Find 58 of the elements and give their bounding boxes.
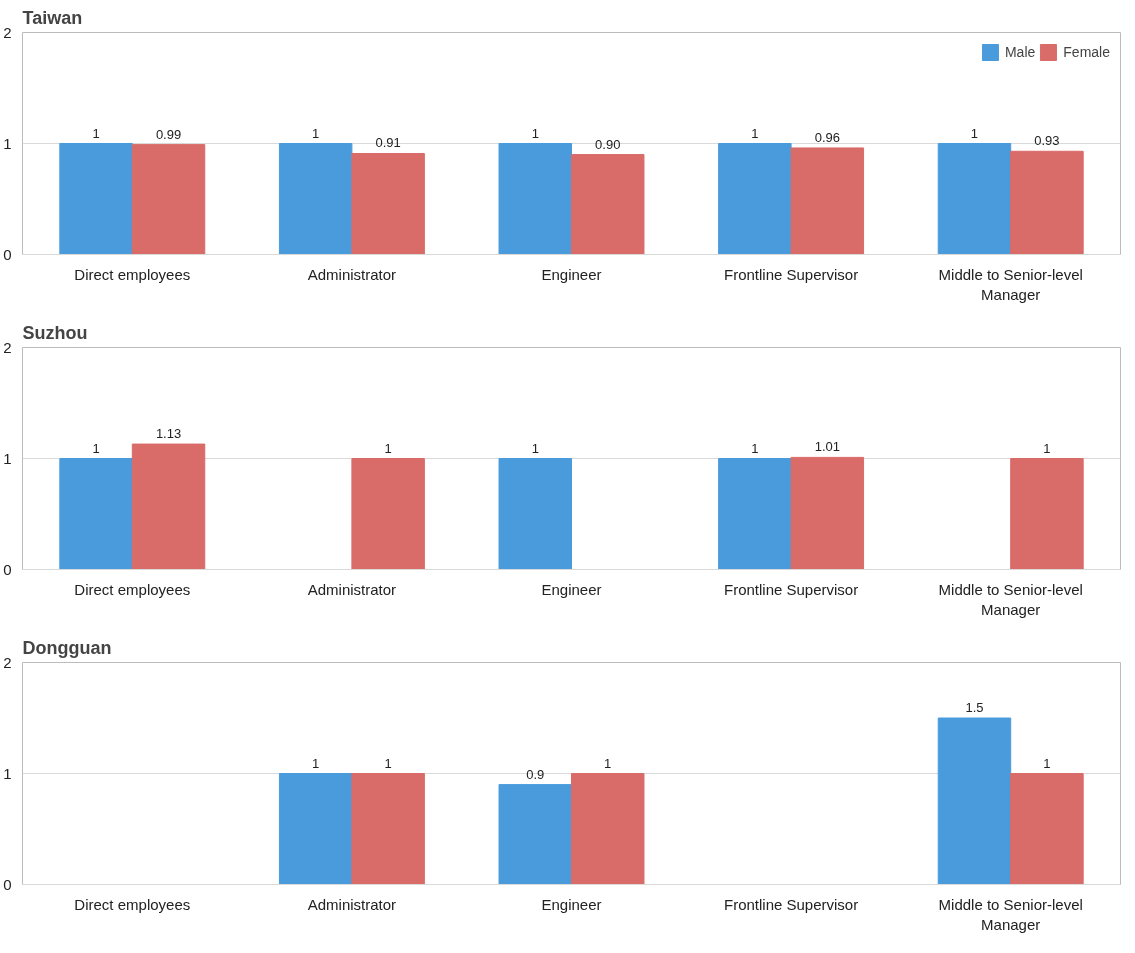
x-tick-label: Administrator xyxy=(307,895,397,913)
x-tick-label: Direct employees xyxy=(74,265,191,283)
x-tick-label: Middle to Senior-level Manager xyxy=(938,265,1083,303)
data-label: 1 xyxy=(384,755,392,771)
data-label: 1 xyxy=(751,125,759,141)
data-label: 1 xyxy=(604,755,612,771)
data-label: 0.99 xyxy=(155,126,182,142)
data-label: 1 xyxy=(531,440,539,456)
data-label: 1 xyxy=(1043,440,1051,456)
bar xyxy=(498,784,572,885)
data-label: 1 xyxy=(751,440,759,456)
x-tick-label: Direct employees xyxy=(74,895,191,913)
data-label: 1 xyxy=(92,125,100,141)
y-tick-label: 0 xyxy=(3,560,12,578)
x-tick-label: Frontline Supervisor xyxy=(723,265,859,283)
data-label: 1 xyxy=(312,125,320,141)
data-label: 1 xyxy=(531,125,539,141)
data-label: 1 xyxy=(384,440,392,456)
bar xyxy=(937,717,1012,885)
data-label: 1.13 xyxy=(155,426,182,442)
chart-title: Taiwan xyxy=(22,7,83,28)
chart-title: Dongguan xyxy=(22,637,112,658)
x-tick-label: Direct employees xyxy=(74,580,191,598)
y-tick-label: 2 xyxy=(3,338,12,356)
y-tick-label: 2 xyxy=(3,23,12,41)
data-label: 0.96 xyxy=(814,129,840,145)
y-tick-label: 1 xyxy=(3,764,12,782)
y-tick-label: 0 xyxy=(3,875,12,893)
x-tick-label: Frontline Supervisor xyxy=(723,895,859,913)
data-label: 1.5 xyxy=(965,700,984,715)
data-label: 1.01 xyxy=(814,439,840,455)
bar xyxy=(571,773,645,885)
legend-label: Female xyxy=(1063,44,1110,60)
data-label: 1 xyxy=(1043,755,1051,771)
y-tick-label: 2 xyxy=(3,653,12,671)
data-label: 0.91 xyxy=(375,135,401,151)
y-tick-label: 1 xyxy=(3,134,12,152)
x-tick-label: Administrator xyxy=(307,265,397,283)
data-label: 0.93 xyxy=(1034,133,1060,149)
data-label: 0.9 xyxy=(526,766,545,782)
chart-title: Suzhou xyxy=(22,322,88,343)
x-tick-label: Administrator xyxy=(307,580,397,598)
data-label: 1 xyxy=(92,440,100,456)
x-tick-label: Middle to Senior-level Manager xyxy=(938,895,1083,933)
bar xyxy=(1010,773,1084,885)
x-tick-label: Engineer xyxy=(541,895,602,913)
bar xyxy=(278,773,353,885)
x-tick-label: Engineer xyxy=(541,265,602,283)
x-tick-label: Frontline Supervisor xyxy=(723,580,859,598)
bar xyxy=(351,773,425,885)
y-tick-label: 1 xyxy=(3,449,12,467)
x-tick-label: Middle to Senior-level Manager xyxy=(938,580,1083,618)
data-label: 1 xyxy=(312,755,320,771)
x-tick-label: Engineer xyxy=(541,580,602,598)
data-label: 1 xyxy=(970,125,979,141)
legend-label: Male xyxy=(1004,44,1036,60)
y-tick-label: 0 xyxy=(3,245,12,263)
data-label: 0.90 xyxy=(595,136,621,152)
